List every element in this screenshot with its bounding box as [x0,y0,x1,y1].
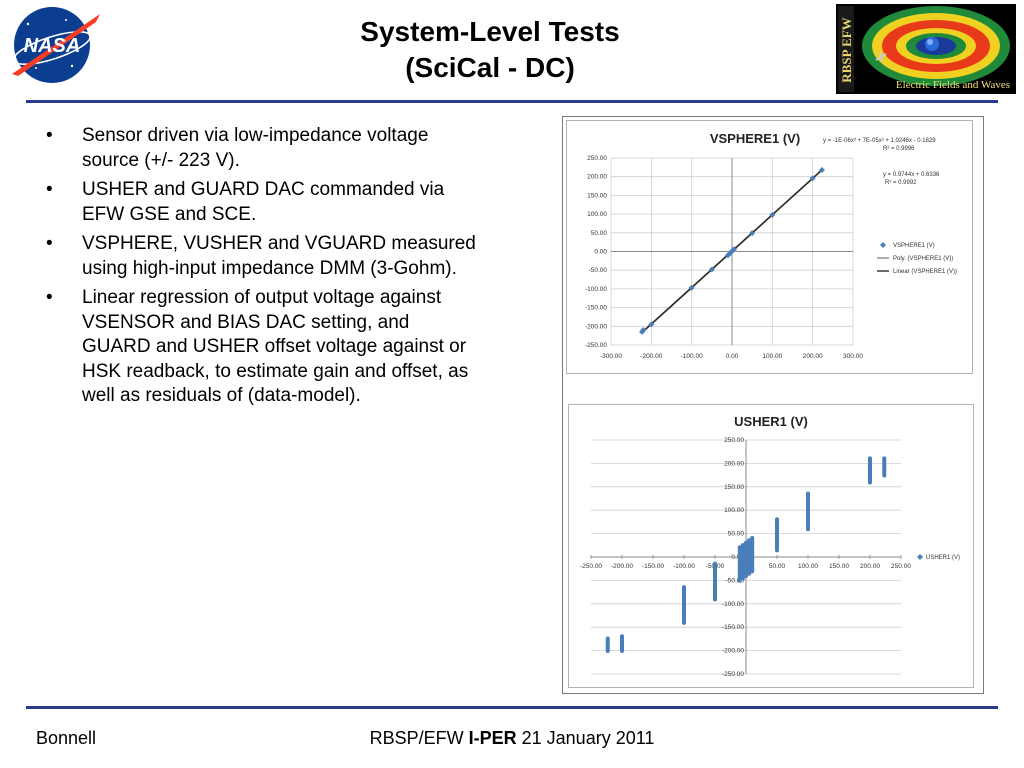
y-tick-label: -100.00 [585,286,607,293]
legend-marker [917,554,923,560]
y-tick-label: 250.00 [587,155,607,162]
data-point [809,175,816,182]
page-subtitle: (SciCal - DC) [405,52,575,83]
data-point-range [620,634,624,653]
data-point-range [682,585,686,625]
footer-date: 21 January 2011 [521,728,655,748]
footer-divider [26,706,998,709]
data-point [688,284,695,291]
svg-text:NASA: NASA [24,35,81,57]
data-point [708,266,715,273]
y-tick-label: -250.00 [585,342,607,349]
x-tick-label: 200.00 [860,563,880,570]
footer-info: RBSP/EFW I-PER 21 January 2011 [300,728,724,749]
chart-title: VSPHERE1 (V) [710,131,800,146]
y-tick-label: 150.00 [587,192,607,199]
x-tick-label: 100.00 [798,563,818,570]
data-point-range [775,517,779,553]
y-tick-label: 200.00 [724,460,744,467]
legend-marker [880,242,886,248]
y-tick-label: -200.00 [585,323,607,330]
x-tick-label: -200.00 [611,563,633,570]
usher-chart: USHER1 (V)250.00200.00150.00100.0050.000… [580,414,960,678]
data-point [640,327,647,334]
data-point-range [750,535,755,574]
chart-title: USHER1 (V) [734,414,808,429]
footer-program: RBSP/EFW [369,728,464,748]
data-point [818,166,825,173]
data-point [724,252,731,259]
y-tick-label: -150.00 [585,305,607,312]
data-point [731,246,738,253]
y-tick-label: -250.00 [722,671,744,678]
bullet-item: Sensor driven via low-impedance voltage … [40,124,480,173]
page-title: System-Level Tests [360,16,620,47]
data-point [648,321,655,328]
y-tick-label: 250.00 [724,437,744,444]
x-tick-label: 200.00 [803,353,823,360]
y-tick-label: -100.00 [722,601,744,608]
x-tick-label: -100.00 [673,563,695,570]
vsphere-chart-panel: VSPHERE1 (V) 250.00 200.00 150.00 100.00 50.0… [566,120,973,374]
x-tick-label: -150.00 [642,563,664,570]
x-tick-label: 0.00 [726,353,739,360]
bullet-list: Sensor driven via low-impedance voltage … [40,124,480,414]
data-point-range [605,636,610,653]
y-tick-label: 0.00 [594,249,607,256]
bullet-item: VSPHERE, VUSHER and VGUARD measured usin… [40,232,480,281]
y-tick-label: 200.00 [587,174,607,181]
data-point-range [740,542,745,581]
y-tick-label: 50.00 [728,531,745,538]
x-tick-label: 50.00 [769,563,786,570]
y-tick-label: 100.00 [724,507,744,514]
bullet-item: Linear regression of output voltage agai… [40,286,480,409]
bullet-item: USHER and GUARD DAC commanded via EFW GS… [40,178,480,227]
x-tick-label: -300.00 [600,353,622,360]
x-tick-label: 100.00 [762,353,782,360]
legend-label: VSPHERE1 (V) [893,243,935,249]
equation-poly: y = -1E-06x³ + 7E-05x² + 1.0246x - 0.182… [823,138,936,144]
x-tick-label: 300.00 [843,353,863,360]
legend-label: Linear (VSPHERE1 (V)) [893,269,957,275]
rbsp-efw-logo: RBSP EFW Electric Fields and Waves [836,4,1016,94]
data-point-range [868,456,872,485]
data-point-range [747,538,752,576]
data-point-range [713,561,717,602]
legend-label: USHER1 (V) [926,555,960,561]
y-tick-label: -200.00 [722,648,744,655]
y-tick-label: 100.00 [587,211,607,218]
x-tick-label: -250.00 [580,563,602,570]
x-tick-label: -200.00 [640,353,662,360]
data-point [769,211,776,218]
data-point [749,230,756,237]
equation-linear-r2: R² = 0.9992 [885,180,917,186]
y-tick-label: 150.00 [724,484,744,491]
data-point-range [806,491,810,532]
footer-author: Bonnell [36,728,97,748]
header-divider [26,100,998,103]
y-tick-label: 50.00 [591,230,608,237]
legend-label: Poly. (VSPHERE1 (V)) [893,256,953,262]
data-point-range [882,456,887,478]
x-tick-label: -100.00 [681,353,703,360]
y-tick-label: -150.00 [722,624,744,631]
x-tick-label: 150.00 [829,563,849,570]
x-tick-label: 250.00 [891,563,911,570]
equation-linear: y = 0.9744x + 0.6336 [883,172,940,178]
y-tick-label: -50.00 [589,267,608,274]
nasa-logo: NASA [12,7,100,83]
usher-chart-panel: USHER1 (V)250.00200.00150.00100.0050.000… [568,404,974,688]
data-point-range [737,545,742,583]
vsphere-chart: VSPHERE1 (V) 250.00 200.00 150.00 100.00 50.0… [585,131,957,360]
y-tick-label: -50.00 [726,577,745,584]
equation-poly-r2: R² = 0.9996 [883,146,915,152]
footer-review: I-PER [468,728,517,748]
data-point-range [744,540,748,579]
